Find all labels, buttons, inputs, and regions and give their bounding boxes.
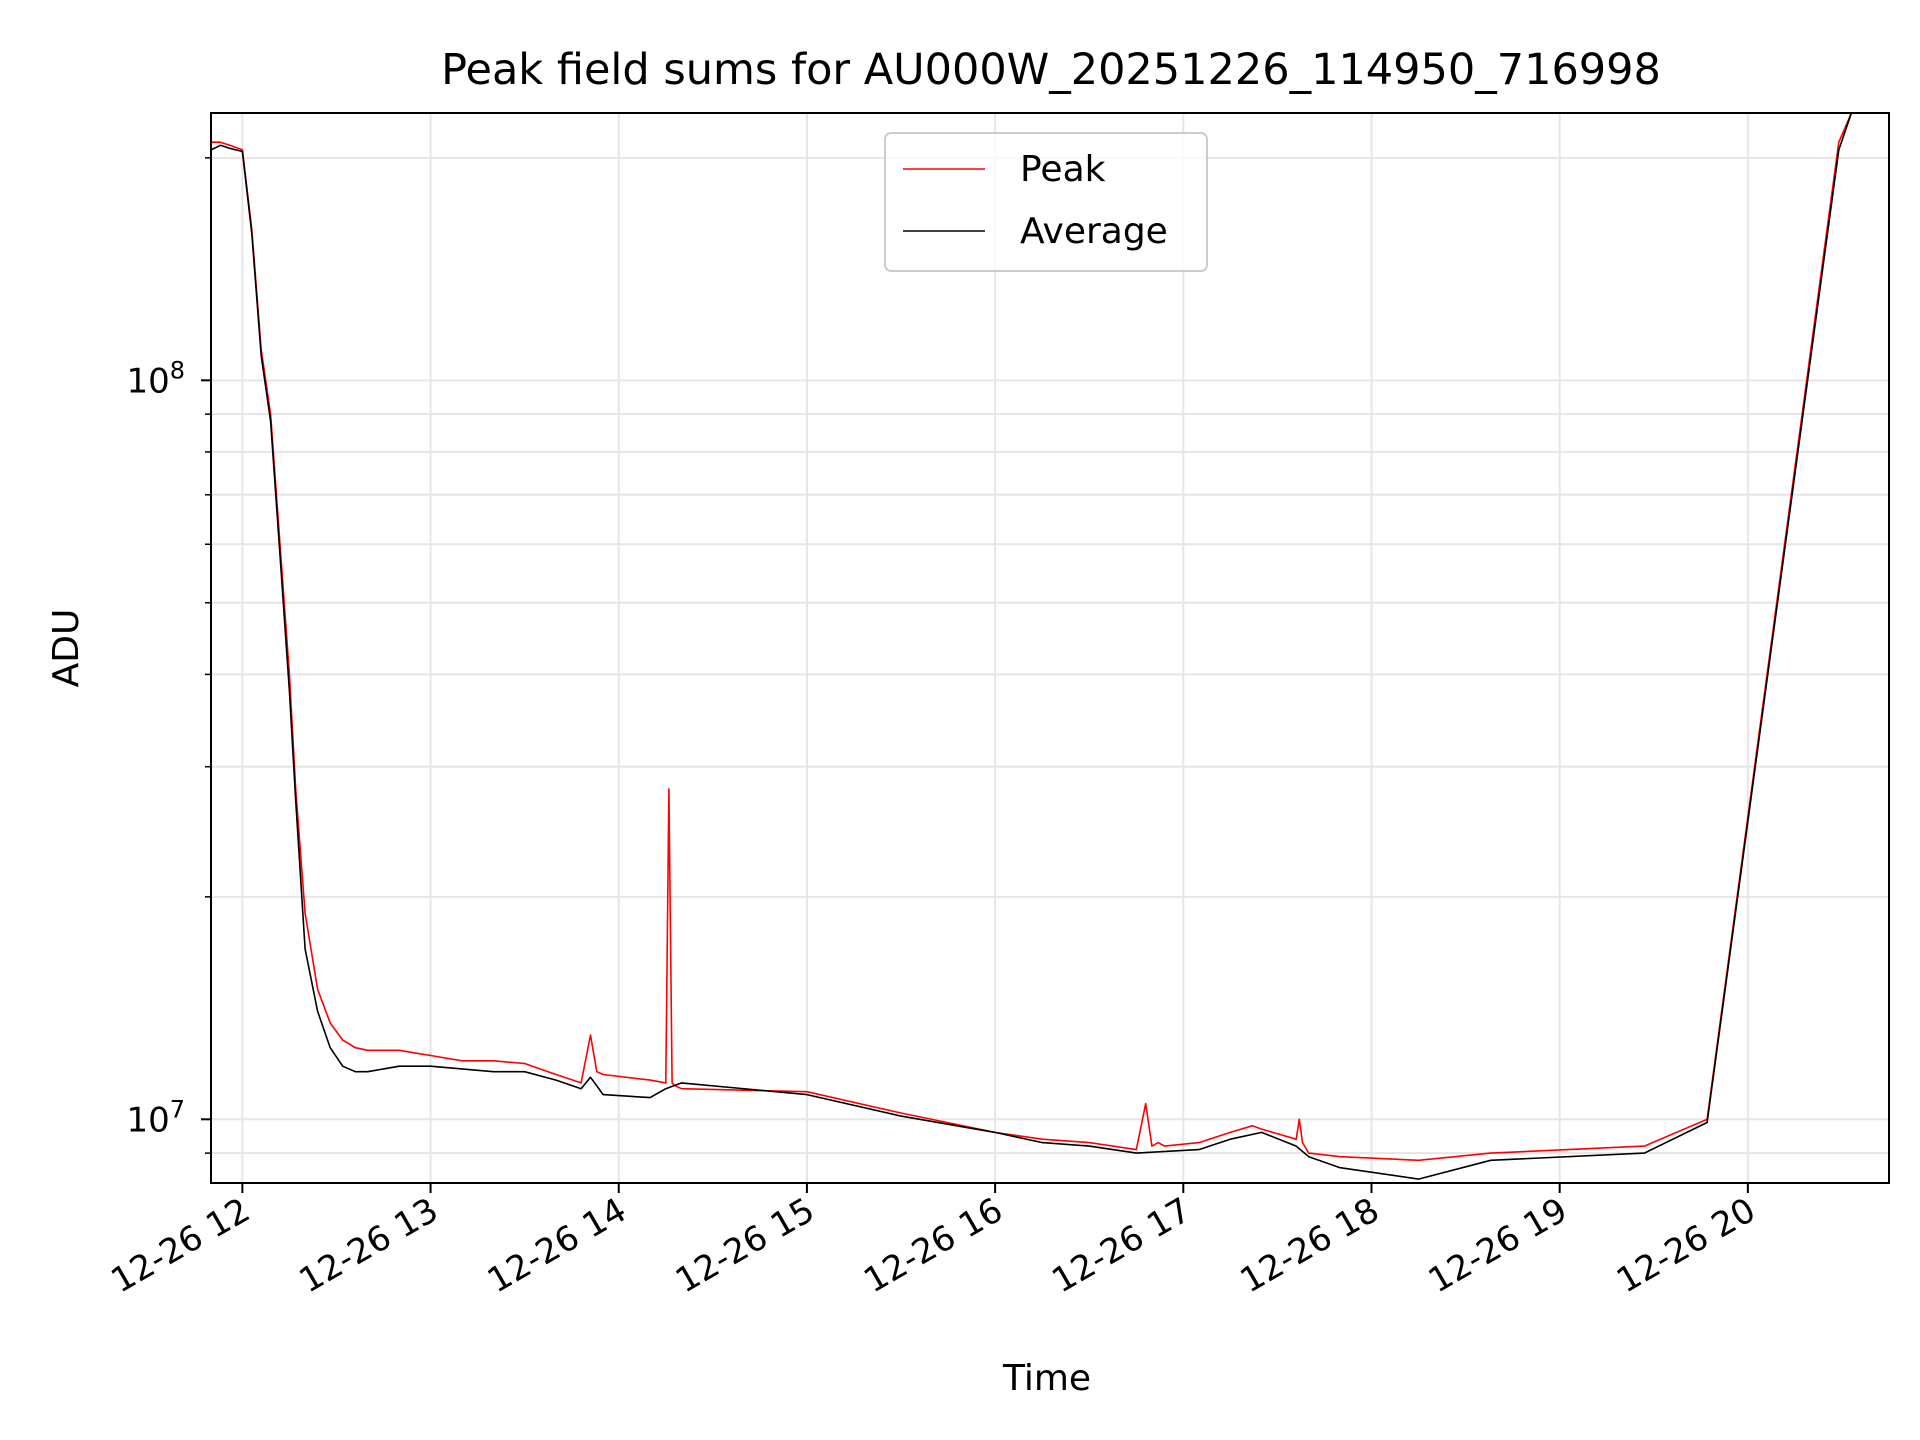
legend-label-peak: Peak: [1020, 149, 1106, 190]
legend: Peak Average: [884, 132, 1208, 272]
legend-box: [884, 132, 1208, 272]
series-line-average: [211, 113, 1889, 1180]
grid: [211, 113, 1889, 1183]
y-tick-label: 108: [126, 356, 185, 401]
y-axis: 107 108: [126, 157, 211, 1154]
plot-frame: [210, 112, 1890, 1184]
series-layer: [211, 113, 1889, 1180]
x-axis-label: Time: [1002, 1358, 1091, 1399]
y-tick-label: 107: [126, 1095, 185, 1140]
series-line-peak: [211, 113, 1889, 1162]
chart-title: Peak field sums for AU000W_20251226_1149…: [441, 45, 1661, 95]
legend-label-average: Average: [1020, 211, 1168, 252]
y-axis-label: ADU: [46, 609, 87, 688]
